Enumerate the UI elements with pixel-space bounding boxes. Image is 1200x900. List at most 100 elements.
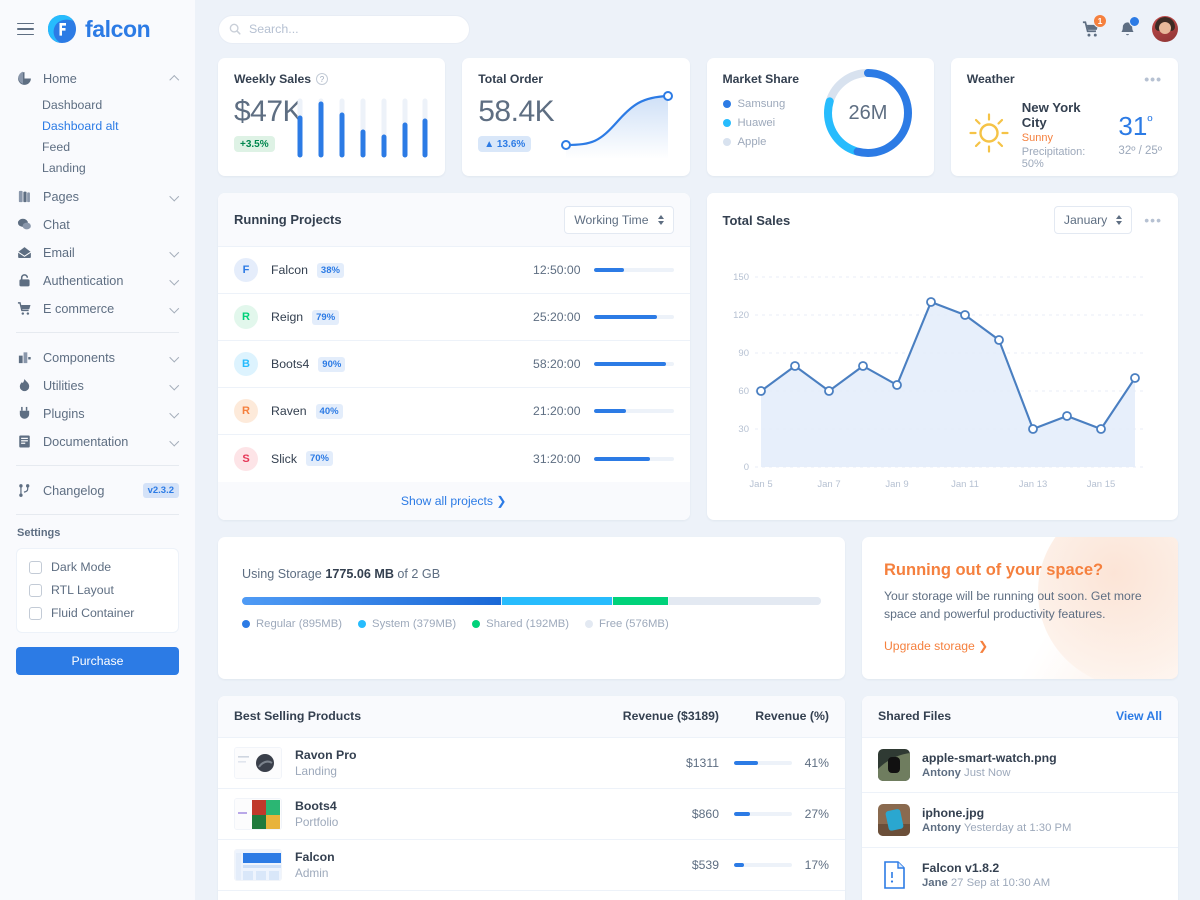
sidebar-item-plugins[interactable]: Plugins xyxy=(16,401,179,426)
upgrade-storage-link[interactable]: Upgrade storage ❯ xyxy=(884,638,989,653)
weather-title: Weather xyxy=(966,72,1015,86)
table-row[interactable]: R Reign 79% 25:20:00 xyxy=(218,294,690,341)
topbar-icons: 1 xyxy=(1080,14,1178,42)
revenue-percent-text: 17% xyxy=(804,857,829,872)
more-horizontal-icon[interactable]: ••• xyxy=(1144,71,1162,87)
sidebar-item-utilities[interactable]: Utilities xyxy=(16,373,179,398)
product-revenue-percent: 41% xyxy=(719,756,829,770)
sidebar-divider-2 xyxy=(16,465,179,466)
shared-files-header: Shared Files View All xyxy=(862,695,1178,738)
shopping-cart-icon[interactable]: 1 xyxy=(1080,14,1107,40)
project-name: Falcon xyxy=(271,263,308,277)
legend-label: Huawei xyxy=(737,117,776,129)
sidebar-item-authentication[interactable]: Authentication xyxy=(16,268,179,293)
checkbox-rtl-layout[interactable] xyxy=(29,583,42,597)
sidebar-subitem-landing[interactable]: Landing xyxy=(42,160,86,175)
svg-text:60: 60 xyxy=(738,386,749,397)
chevron-down-icon[interactable] xyxy=(170,276,179,285)
bell-icon[interactable] xyxy=(1116,16,1140,40)
main-area: 1 Weekly Sales ? $47K +3 xyxy=(195,0,1200,900)
sidebar-item-label: E commerce xyxy=(43,301,115,316)
plugin-icon xyxy=(16,406,32,422)
search-input[interactable] xyxy=(218,14,470,44)
table-row[interactable]: Falcon Admin $539 17% xyxy=(218,840,845,891)
sidebar-item-home[interactable]: Home xyxy=(16,66,179,91)
list-item[interactable]: apple-smart-watch.png Antony Just Now xyxy=(862,738,1178,793)
sidebar-subitem-dashboard[interactable]: Dashboard xyxy=(42,97,103,112)
user-avatar[interactable] xyxy=(1152,16,1178,42)
sidebar-item-label: Plugins xyxy=(43,406,85,421)
product-revenue: $539 xyxy=(691,857,719,872)
total-sales-header: Total Sales January ••• xyxy=(706,193,1178,247)
sidebar-item-chat[interactable]: Chat xyxy=(16,212,179,237)
legend-dot-huawei xyxy=(722,119,731,127)
list-item[interactable]: iphone.jpg Antony Yesterday at 1:30 PM xyxy=(862,793,1178,848)
chevron-down-icon[interactable] xyxy=(170,381,179,390)
chevron-down-icon[interactable] xyxy=(170,248,179,257)
storage-segment-free xyxy=(669,597,821,605)
question-mark-icon[interactable]: ? xyxy=(316,73,329,85)
sun-icon xyxy=(967,111,1011,160)
more-horizontal-icon[interactable]: ••• xyxy=(1144,212,1162,228)
table-row[interactable]: B Boots4 90% 58:20:00 xyxy=(218,341,690,388)
table-row[interactable]: R Raven 40% 21:20:00 xyxy=(218,388,690,435)
hamburger-menu-icon[interactable] xyxy=(17,22,34,36)
market-share-legend: Samsung Huawei Apple xyxy=(722,98,918,148)
product-revenue: $860 xyxy=(691,806,719,821)
sidebar-nav: Home Dashboard Dashboard alt Feed Landin… xyxy=(16,66,179,503)
list-item[interactable]: Falcon v1.8.2 Jane 27 Sep at 10:30 AM xyxy=(862,848,1178,900)
chevron-down-icon[interactable] xyxy=(170,353,179,362)
chevron-down-icon[interactable] xyxy=(170,304,179,313)
sidebar-item-ecommerce[interactable]: E commerce xyxy=(16,296,179,321)
svg-text:Jan 9: Jan 9 xyxy=(885,479,908,490)
setting-rtl-layout[interactable]: RTL Layout xyxy=(29,583,166,597)
shopping-cart-icon xyxy=(16,301,32,317)
kpi-row: Weekly Sales ? $47K +3.5% xyxy=(218,58,1178,176)
sidebar-item-components[interactable]: Components xyxy=(16,345,179,370)
brand-logo[interactable]: falcon xyxy=(47,14,151,44)
setting-fluid-container[interactable]: Fluid Container xyxy=(29,606,166,620)
chevron-down-icon[interactable] xyxy=(170,437,179,446)
total-order-title: Total Order xyxy=(478,72,544,86)
sidebar-item-label: Components xyxy=(43,350,115,365)
working-time-select[interactable]: Working Time xyxy=(564,205,674,234)
product-revenue-percent: 17% xyxy=(719,858,829,872)
total-order-change: ▲ 13.6% xyxy=(478,136,532,152)
show-all-projects-link[interactable]: Show all projects ❯ xyxy=(218,482,690,520)
project-percent-badge: 38% xyxy=(316,262,344,278)
storage-segment-regular xyxy=(242,597,501,605)
view-all-link[interactable]: View All xyxy=(1115,709,1162,724)
file-thumbnail-phone xyxy=(878,803,910,836)
chevron-down-icon[interactable] xyxy=(170,409,179,418)
chevron-up-icon[interactable] xyxy=(170,74,179,83)
project-name: Reign xyxy=(271,310,304,324)
sidebar-subitem-dashboard-alt[interactable]: Dashboard alt xyxy=(42,118,119,133)
sidebar-item-documentation[interactable]: Documentation xyxy=(16,429,179,454)
revenue-percent-text: 41% xyxy=(804,755,829,770)
table-row[interactable]: Ravon Pro Landing $1311 41% xyxy=(218,738,845,789)
table-row[interactable]: Boots4 Portfolio $860 27% xyxy=(218,789,845,840)
file-info: iphone.jpg Antony Yesterday at 1:30 PM xyxy=(922,806,1162,834)
table-row[interactable]: Slick Builder $245 8% xyxy=(218,891,845,900)
sidebar-item-email[interactable]: Email xyxy=(16,240,179,265)
project-percent-badge: 90% xyxy=(318,356,346,372)
sidebar-subitem-feed[interactable]: Feed xyxy=(42,139,71,154)
sidebar-item-label: Chat xyxy=(43,217,70,232)
chat-bubble-icon xyxy=(16,217,32,233)
table-row[interactable]: F Falcon 38% 12:50:00 xyxy=(218,247,690,294)
month-select[interactable]: January xyxy=(1053,206,1133,234)
table-row[interactable]: S Slick 70% 31:20:00 xyxy=(218,435,690,482)
project-avatar: F xyxy=(234,258,258,282)
product-thumbnail xyxy=(234,746,282,779)
setting-dark-mode[interactable]: Dark Mode xyxy=(29,560,166,574)
total-order-line-chart xyxy=(558,87,676,164)
chevron-down-icon[interactable] xyxy=(170,192,179,201)
project-progress-bar xyxy=(593,268,674,272)
checkbox-fluid-container[interactable] xyxy=(29,606,42,620)
storage-row: Using Storage 1775.06 MB of 2 GB Regular… xyxy=(218,537,1178,679)
sidebar-item-changelog[interactable]: Changelog v2.3.2 xyxy=(16,478,179,503)
sidebar-item-pages[interactable]: Pages xyxy=(16,184,179,209)
total-sales-card: Total Sales January ••• xyxy=(706,193,1178,520)
checkbox-dark-mode[interactable] xyxy=(29,560,42,574)
purchase-button[interactable]: Purchase xyxy=(16,647,179,675)
